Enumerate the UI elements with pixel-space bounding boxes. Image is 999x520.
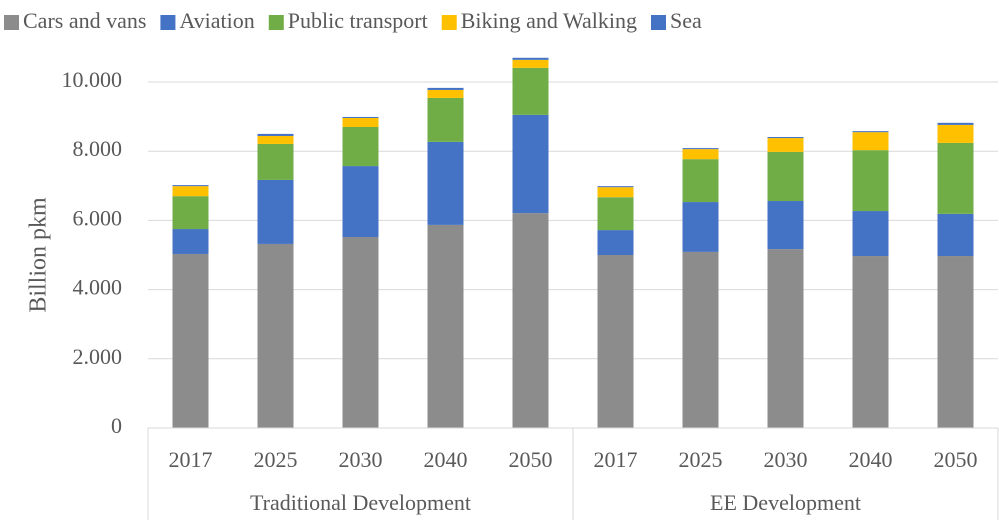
- bar-segment: [512, 114, 549, 214]
- bar-segment: [767, 138, 804, 152]
- bar-segment: [342, 166, 379, 238]
- bar-segment: [427, 97, 464, 142]
- legend-label: Biking and Walking: [461, 8, 637, 33]
- x-tick-label: 2017: [594, 447, 638, 472]
- bar-segment: [767, 249, 804, 428]
- bar-segment: [342, 126, 379, 167]
- bar-segment: [937, 142, 974, 214]
- x-tick-label: 2040: [424, 447, 468, 472]
- y-tick-label: 8.000: [73, 136, 123, 161]
- bar-segment: [682, 202, 719, 252]
- x-tick-label: 2025: [254, 447, 298, 472]
- legend-swatch: [4, 15, 19, 30]
- bar-segment: [427, 87, 464, 90]
- bar-segment: [257, 243, 294, 428]
- bar-segment: [427, 141, 464, 225]
- y-axis-label: Billion pkm: [26, 197, 52, 313]
- bar-segment: [852, 131, 889, 133]
- bar-segment: [172, 186, 209, 197]
- bar-segment: [682, 251, 719, 428]
- bar-segment: [937, 124, 974, 143]
- bar-segment: [597, 186, 634, 188]
- legend-swatch: [441, 15, 457, 30]
- legend-label: Sea: [670, 8, 702, 33]
- bar-segment: [172, 196, 209, 230]
- bar-segment: [767, 201, 804, 250]
- legend-swatch: [268, 15, 284, 30]
- legend-label: Aviation: [179, 8, 254, 33]
- y-tick-label: 10.000: [62, 67, 123, 92]
- x-tick-label: 2040: [849, 447, 893, 472]
- y-tick-label: 6.000: [73, 205, 123, 230]
- bar-segment: [937, 256, 974, 428]
- bar-segment: [342, 116, 379, 118]
- bar-segment: [597, 230, 634, 255]
- group-label: Traditional Development: [250, 490, 471, 515]
- bar-segment: [852, 211, 889, 257]
- bar-segment: [597, 255, 634, 428]
- legend-swatch: [650, 15, 666, 30]
- bar-segment: [937, 213, 974, 257]
- legend-label: Cars and vans: [23, 8, 146, 33]
- x-tick-label: 2050: [509, 447, 553, 472]
- bar-segment: [257, 135, 294, 144]
- x-tick-label: 2030: [764, 447, 808, 472]
- bar-segment: [512, 59, 549, 68]
- bar-segment: [597, 197, 634, 231]
- x-tick-label: 2030: [339, 447, 383, 472]
- bar-segment: [172, 185, 209, 187]
- bar-segment: [257, 143, 294, 180]
- bar-segment: [512, 67, 549, 115]
- bar-segment: [682, 148, 719, 150]
- bar-segment: [852, 132, 889, 151]
- bar-segment: [852, 150, 889, 212]
- bar-segment: [342, 237, 379, 428]
- bar-segment: [257, 133, 294, 136]
- x-tick-label: 2025: [679, 447, 723, 472]
- bar-segment: [682, 149, 719, 160]
- bar-segment: [937, 122, 974, 125]
- bar-segment: [427, 224, 464, 428]
- bar-segment: [597, 187, 634, 198]
- legend-label: Public transport: [288, 8, 428, 33]
- bar-segment: [767, 137, 804, 139]
- x-tick-label: 2017: [169, 447, 213, 472]
- y-tick-label: 4.000: [73, 275, 123, 300]
- bar-segment: [427, 89, 464, 98]
- legend-swatch: [160, 15, 176, 30]
- group-label: EE Development: [710, 490, 861, 515]
- bar-segment: [257, 179, 294, 244]
- bar-segment: [512, 57, 549, 60]
- y-tick-label: 0: [111, 413, 122, 438]
- bar-segment: [852, 256, 889, 428]
- bar-segment: [172, 253, 209, 428]
- bar-segment: [172, 229, 209, 254]
- bar-segment: [682, 159, 719, 203]
- y-tick-label: 2.000: [73, 344, 123, 369]
- bar-segment: [512, 213, 549, 428]
- bar-segment: [342, 117, 379, 127]
- x-tick-label: 2050: [934, 447, 978, 472]
- bar-segment: [767, 151, 804, 202]
